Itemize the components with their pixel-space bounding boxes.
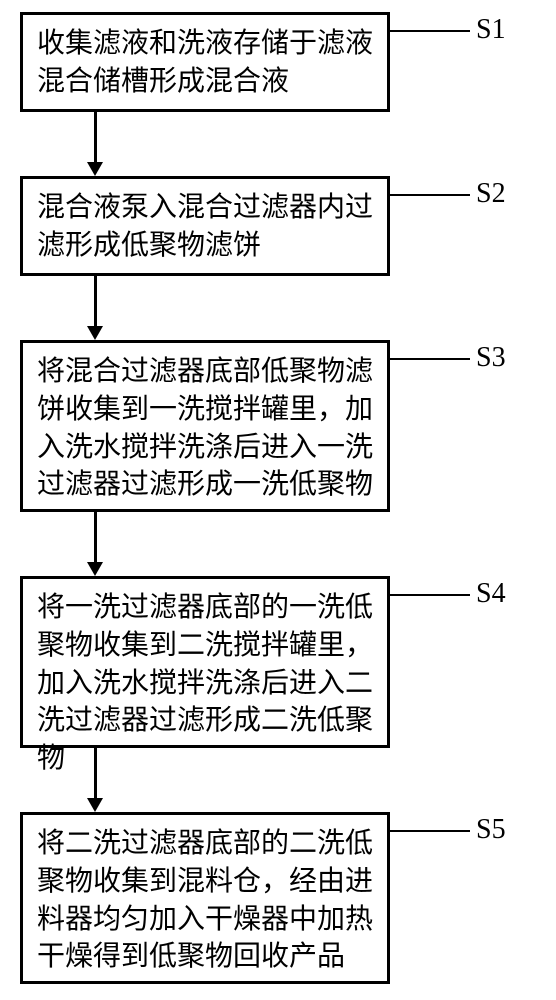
flowchart-stage: 收集滤液和洗液存储于滤液混合储槽形成混合液 S1 混合液泵入混合过滤器内过滤形成低聚… bbox=[0, 0, 556, 1000]
step-text-s5: 将二洗过滤器底部的二洗低聚物收集到混料仓，经由进料器均匀加入干燥器中加热干燥得到… bbox=[37, 825, 373, 976]
label-connector-s2 bbox=[390, 194, 470, 196]
step-text-s1: 收集滤液和洗液存储于滤液混合储槽形成混合液 bbox=[37, 25, 373, 101]
step-box-s1: 收集滤液和洗液存储于滤液混合储槽形成混合液 bbox=[20, 12, 390, 112]
arrow-head-1 bbox=[87, 326, 103, 340]
arrow-head-3 bbox=[87, 798, 103, 812]
step-label-s4: S4 bbox=[476, 578, 506, 610]
step-label-s5: S5 bbox=[476, 814, 506, 846]
step-box-s4: 将一洗过滤器底部的一洗低聚物收集到二洗搅拌罐里，加入洗水搅拌洗涤后进入二洗过滤器… bbox=[20, 576, 390, 748]
arrow-line-1 bbox=[94, 276, 97, 328]
step-label-s1: S1 bbox=[476, 14, 506, 46]
step-box-s2: 混合液泵入混合过滤器内过滤形成低聚物滤饼 bbox=[20, 176, 390, 276]
arrow-line-3 bbox=[94, 748, 97, 800]
step-text-s3: 将混合过滤器底部低聚物滤饼收集到一洗搅拌罐里，加入洗水搅拌洗涤后进入一洗过滤器过… bbox=[37, 353, 373, 504]
arrow-line-2 bbox=[94, 512, 97, 564]
arrow-line-0 bbox=[94, 112, 97, 164]
label-connector-s5 bbox=[390, 830, 470, 832]
arrow-head-0 bbox=[87, 162, 103, 176]
step-text-s4: 将一洗过滤器底部的一洗低聚物收集到二洗搅拌罐里，加入洗水搅拌洗涤后进入二洗过滤器… bbox=[37, 589, 373, 778]
step-label-s3: S3 bbox=[476, 342, 506, 374]
arrow-head-2 bbox=[87, 562, 103, 576]
step-box-s5: 将二洗过滤器底部的二洗低聚物收集到混料仓，经由进料器均匀加入干燥器中加热干燥得到… bbox=[20, 812, 390, 984]
label-connector-s4 bbox=[390, 594, 470, 596]
label-connector-s3 bbox=[390, 358, 470, 360]
step-box-s3: 将混合过滤器底部低聚物滤饼收集到一洗搅拌罐里，加入洗水搅拌洗涤后进入一洗过滤器过… bbox=[20, 340, 390, 512]
step-label-s2: S2 bbox=[476, 178, 506, 210]
step-text-s2: 混合液泵入混合过滤器内过滤形成低聚物滤饼 bbox=[37, 189, 373, 265]
label-connector-s1 bbox=[390, 30, 470, 32]
